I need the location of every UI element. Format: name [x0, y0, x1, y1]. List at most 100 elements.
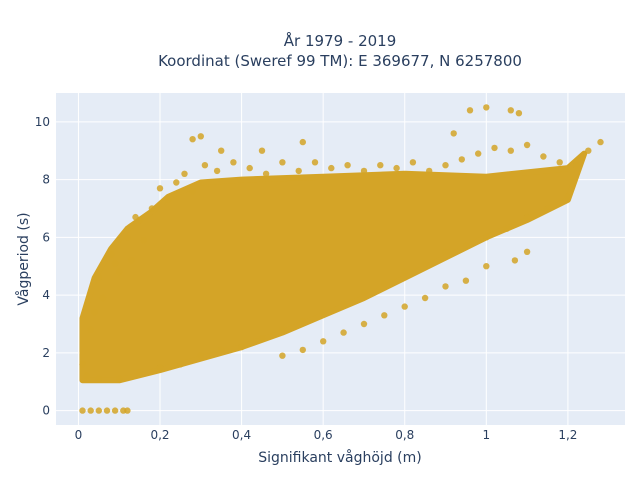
data-point — [377, 162, 384, 169]
data-point — [320, 309, 327, 316]
data-point — [258, 147, 266, 154]
data-point — [173, 179, 180, 186]
y-tick-label: 4 — [42, 288, 50, 302]
data-point — [262, 170, 270, 177]
data-point — [124, 234, 131, 241]
data-point — [189, 136, 196, 143]
data-point — [483, 104, 490, 111]
data-point — [523, 213, 531, 221]
x-tick-label: 1,2 — [558, 428, 577, 442]
data-point — [189, 188, 196, 195]
data-point — [148, 205, 156, 212]
data-point — [156, 185, 164, 192]
data-point — [230, 159, 237, 166]
data-point — [540, 153, 547, 160]
point-density-cloud — [79, 150, 588, 384]
data-point — [238, 343, 245, 351]
x-tick-label: 0,2 — [150, 428, 169, 442]
x-tick-labels: 0 0,2 0,4 0,6 0,8 1 1,2 — [75, 428, 578, 442]
x-tick-label: 0,6 — [314, 428, 333, 442]
data-point — [381, 280, 388, 287]
data-point — [328, 164, 335, 172]
data-point — [201, 162, 209, 169]
x-axis-title: Signifikant våghöjd (m) — [258, 449, 421, 466]
data-point — [320, 338, 327, 345]
data-point — [107, 251, 115, 258]
data-point — [393, 164, 400, 172]
data-point — [511, 257, 519, 264]
data-point — [381, 312, 388, 319]
data-point — [360, 320, 368, 328]
data-point — [124, 407, 131, 414]
data-point — [87, 326, 94, 333]
data-point — [421, 260, 429, 267]
data-point — [572, 162, 580, 169]
data-point — [213, 167, 221, 175]
data-point — [442, 248, 449, 255]
chart-title-line-1: År 1979 - 2019 — [284, 31, 397, 50]
data-point — [197, 133, 204, 140]
data-point — [475, 150, 482, 157]
data-point — [279, 326, 286, 333]
data-point — [442, 283, 449, 290]
data-point — [111, 407, 119, 414]
y-axis-title: Vågperiod (s) — [15, 212, 32, 305]
data-point — [79, 361, 86, 368]
data-point — [344, 162, 351, 169]
y-tick-labels: 0 2 4 6 8 10 — [35, 115, 50, 418]
data-point — [279, 159, 286, 166]
data-point — [360, 289, 368, 296]
data-point — [503, 225, 510, 232]
data-point — [79, 407, 86, 414]
data-point — [165, 196, 172, 203]
data-point — [462, 277, 470, 284]
y-tick-label: 2 — [42, 346, 50, 360]
data-point — [360, 167, 368, 175]
data-point — [136, 369, 143, 377]
data-point — [91, 309, 98, 316]
data-point — [116, 268, 123, 276]
data-point — [95, 407, 103, 414]
data-point — [197, 352, 204, 359]
data-point — [218, 147, 225, 154]
data-point — [515, 110, 523, 117]
data-point — [483, 263, 490, 270]
data-point — [556, 159, 563, 166]
data-point — [564, 193, 572, 201]
data-point — [299, 346, 306, 354]
y-tick-label: 0 — [42, 404, 50, 418]
data-point — [544, 205, 551, 212]
data-point — [311, 159, 319, 166]
data-point — [483, 234, 490, 241]
y-tick-label: 6 — [42, 230, 50, 244]
x-tick-label: 1 — [482, 428, 490, 442]
data-point — [103, 407, 111, 414]
data-point — [116, 375, 123, 382]
data-point — [401, 268, 408, 276]
data-point — [491, 144, 498, 152]
y-tick-label: 10 — [35, 115, 50, 129]
data-point — [585, 147, 592, 154]
data-point — [299, 138, 306, 146]
data-point — [83, 372, 90, 380]
data-point — [340, 300, 347, 307]
data-point — [246, 164, 253, 172]
data-point — [99, 294, 107, 302]
data-point — [181, 170, 188, 177]
data-point — [507, 147, 514, 154]
x-tick-label: 0 — [75, 428, 83, 442]
data-point — [507, 107, 514, 114]
data-point — [462, 242, 470, 250]
data-point — [95, 274, 103, 281]
data-point — [111, 260, 119, 267]
y-tick-label: 8 — [42, 173, 50, 187]
data-point — [140, 237, 147, 244]
data-point — [136, 216, 143, 224]
data-point — [340, 329, 347, 336]
data-points — [79, 104, 604, 414]
data-point — [299, 317, 306, 325]
data-point — [177, 361, 184, 368]
x-tick-label: 0,4 — [232, 428, 251, 442]
